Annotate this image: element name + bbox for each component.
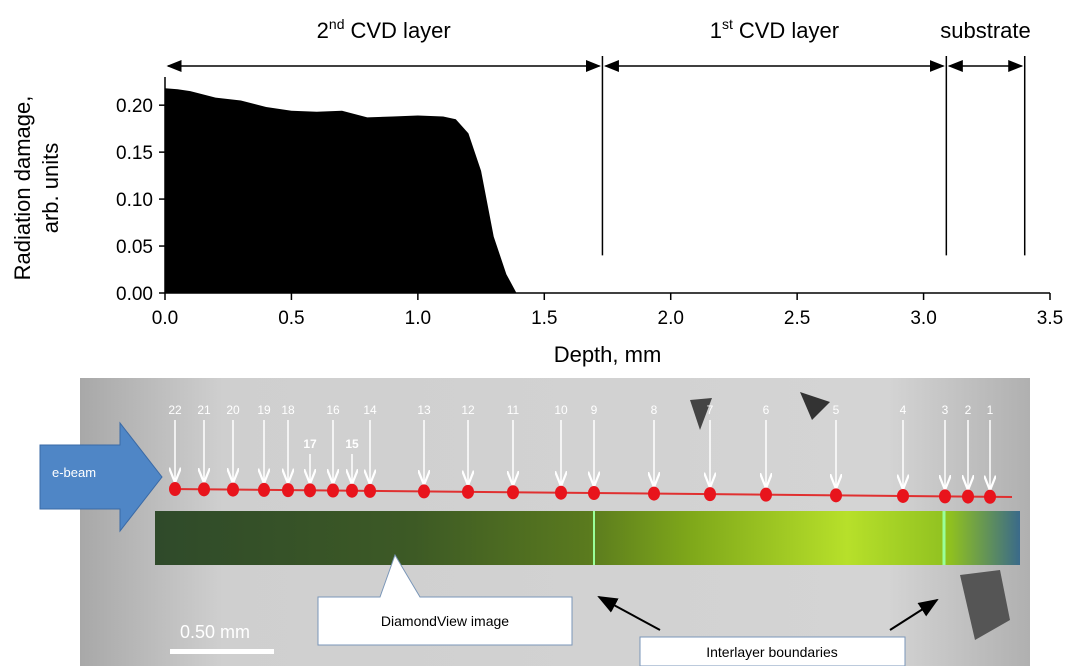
- scale-label: 0.50 mm: [180, 622, 250, 642]
- area: [165, 88, 516, 293]
- point-label: 21: [197, 403, 211, 417]
- point-dot: [984, 490, 996, 504]
- x-tick-label: 0.0: [152, 308, 178, 329]
- point-label: 14: [363, 403, 377, 417]
- y-tick-label: 0.15: [116, 143, 153, 164]
- layer-label-rest: CVD layer: [739, 18, 839, 43]
- point-label: 22: [168, 403, 182, 417]
- point-dot: [588, 486, 600, 500]
- figure: 0.00 0.05 0.10 0.15 0.20 0.0 0.5 1.0 1.5 2.0 2.5 3.…: [0, 0, 1071, 666]
- point-label: 5: [833, 403, 840, 417]
- point-label: 20: [226, 403, 240, 417]
- y-tick-label: 0.20: [116, 96, 153, 117]
- x-tick-label: 1.0: [405, 308, 431, 329]
- point-dot: [282, 483, 294, 497]
- point-dot: [418, 484, 430, 498]
- point-label: 6: [763, 403, 770, 417]
- point-dot: [327, 484, 339, 498]
- y-tick-label: 0.10: [116, 190, 153, 211]
- photo: e-beam 0.50 mm DiamondView image Interla…: [40, 378, 1030, 666]
- point-dot: [258, 483, 270, 497]
- layer-label-sup: st: [722, 16, 733, 32]
- point-label: 4: [900, 403, 907, 417]
- point-label: 17: [303, 437, 317, 451]
- scale-bar: [170, 649, 274, 654]
- callout-label: Interlayer boundaries: [706, 644, 838, 660]
- layer-label: substrate: [940, 18, 1031, 43]
- x-tick-label: 3.5: [1037, 308, 1063, 329]
- point-label: 16: [326, 403, 340, 417]
- point-label: 8: [651, 403, 658, 417]
- y-axis-label: arb. units: [38, 143, 63, 234]
- layer-label-base: substrate: [940, 18, 1031, 43]
- point-dot: [760, 488, 772, 502]
- y-tick-label: 0.05: [116, 237, 153, 258]
- y-tick-label: 0.00: [116, 284, 153, 305]
- point-dot: [304, 483, 316, 497]
- point-dot: [939, 489, 951, 503]
- point-dot: [227, 483, 239, 497]
- point-dot: [346, 484, 358, 498]
- point-dot: [830, 488, 842, 502]
- point-dot: [364, 484, 376, 498]
- chart: 0.00 0.05 0.10 0.15 0.20 0.0 0.5 1.0 1.5 2.0 2.5 3.…: [10, 16, 1063, 367]
- x-tick-label: 2.5: [784, 308, 810, 329]
- point-dot: [704, 487, 716, 501]
- point-label: 2: [965, 403, 972, 417]
- point-label: 7: [707, 403, 714, 417]
- point-label: 13: [417, 403, 431, 417]
- point-label: 3: [942, 403, 949, 417]
- point-label: 11: [507, 403, 520, 417]
- x-tick-label: 3.0: [910, 308, 936, 329]
- callout-label: DiamondView image: [381, 613, 509, 629]
- y-axis-label: Radiation damage,: [10, 96, 35, 281]
- point-dot: [897, 489, 909, 503]
- point-dot: [962, 490, 974, 504]
- point-label: 10: [554, 403, 568, 417]
- point-label: 1: [987, 403, 994, 417]
- x-axis-label: Depth, mm: [554, 342, 662, 367]
- point-label: 19: [257, 403, 271, 417]
- point-label: 18: [281, 403, 295, 417]
- layer-label-rest: CVD layer: [351, 18, 451, 43]
- x-tick-label: 1.5: [531, 308, 557, 329]
- point-label: 12: [461, 403, 475, 417]
- x-tick-label: 2.0: [658, 308, 684, 329]
- beam-label: e-beam: [52, 465, 96, 480]
- point-dot: [169, 482, 181, 496]
- layer-label: 1st CVD layer: [710, 16, 839, 43]
- layer-label-base: 1: [710, 18, 722, 43]
- layer-label-sup: nd: [329, 16, 345, 32]
- layer-label: 2nd CVD layer: [317, 16, 451, 43]
- point-dot: [648, 487, 660, 501]
- point-label: 15: [345, 437, 359, 451]
- point-dot: [507, 485, 519, 499]
- point-label: 9: [591, 403, 598, 417]
- point-dot: [198, 482, 210, 496]
- point-dot: [462, 485, 474, 499]
- layer-label-base: 2: [317, 18, 329, 43]
- point-dot: [555, 486, 567, 500]
- x-tick-label: 0.5: [278, 308, 304, 329]
- diamondview-strip: [155, 511, 1020, 565]
